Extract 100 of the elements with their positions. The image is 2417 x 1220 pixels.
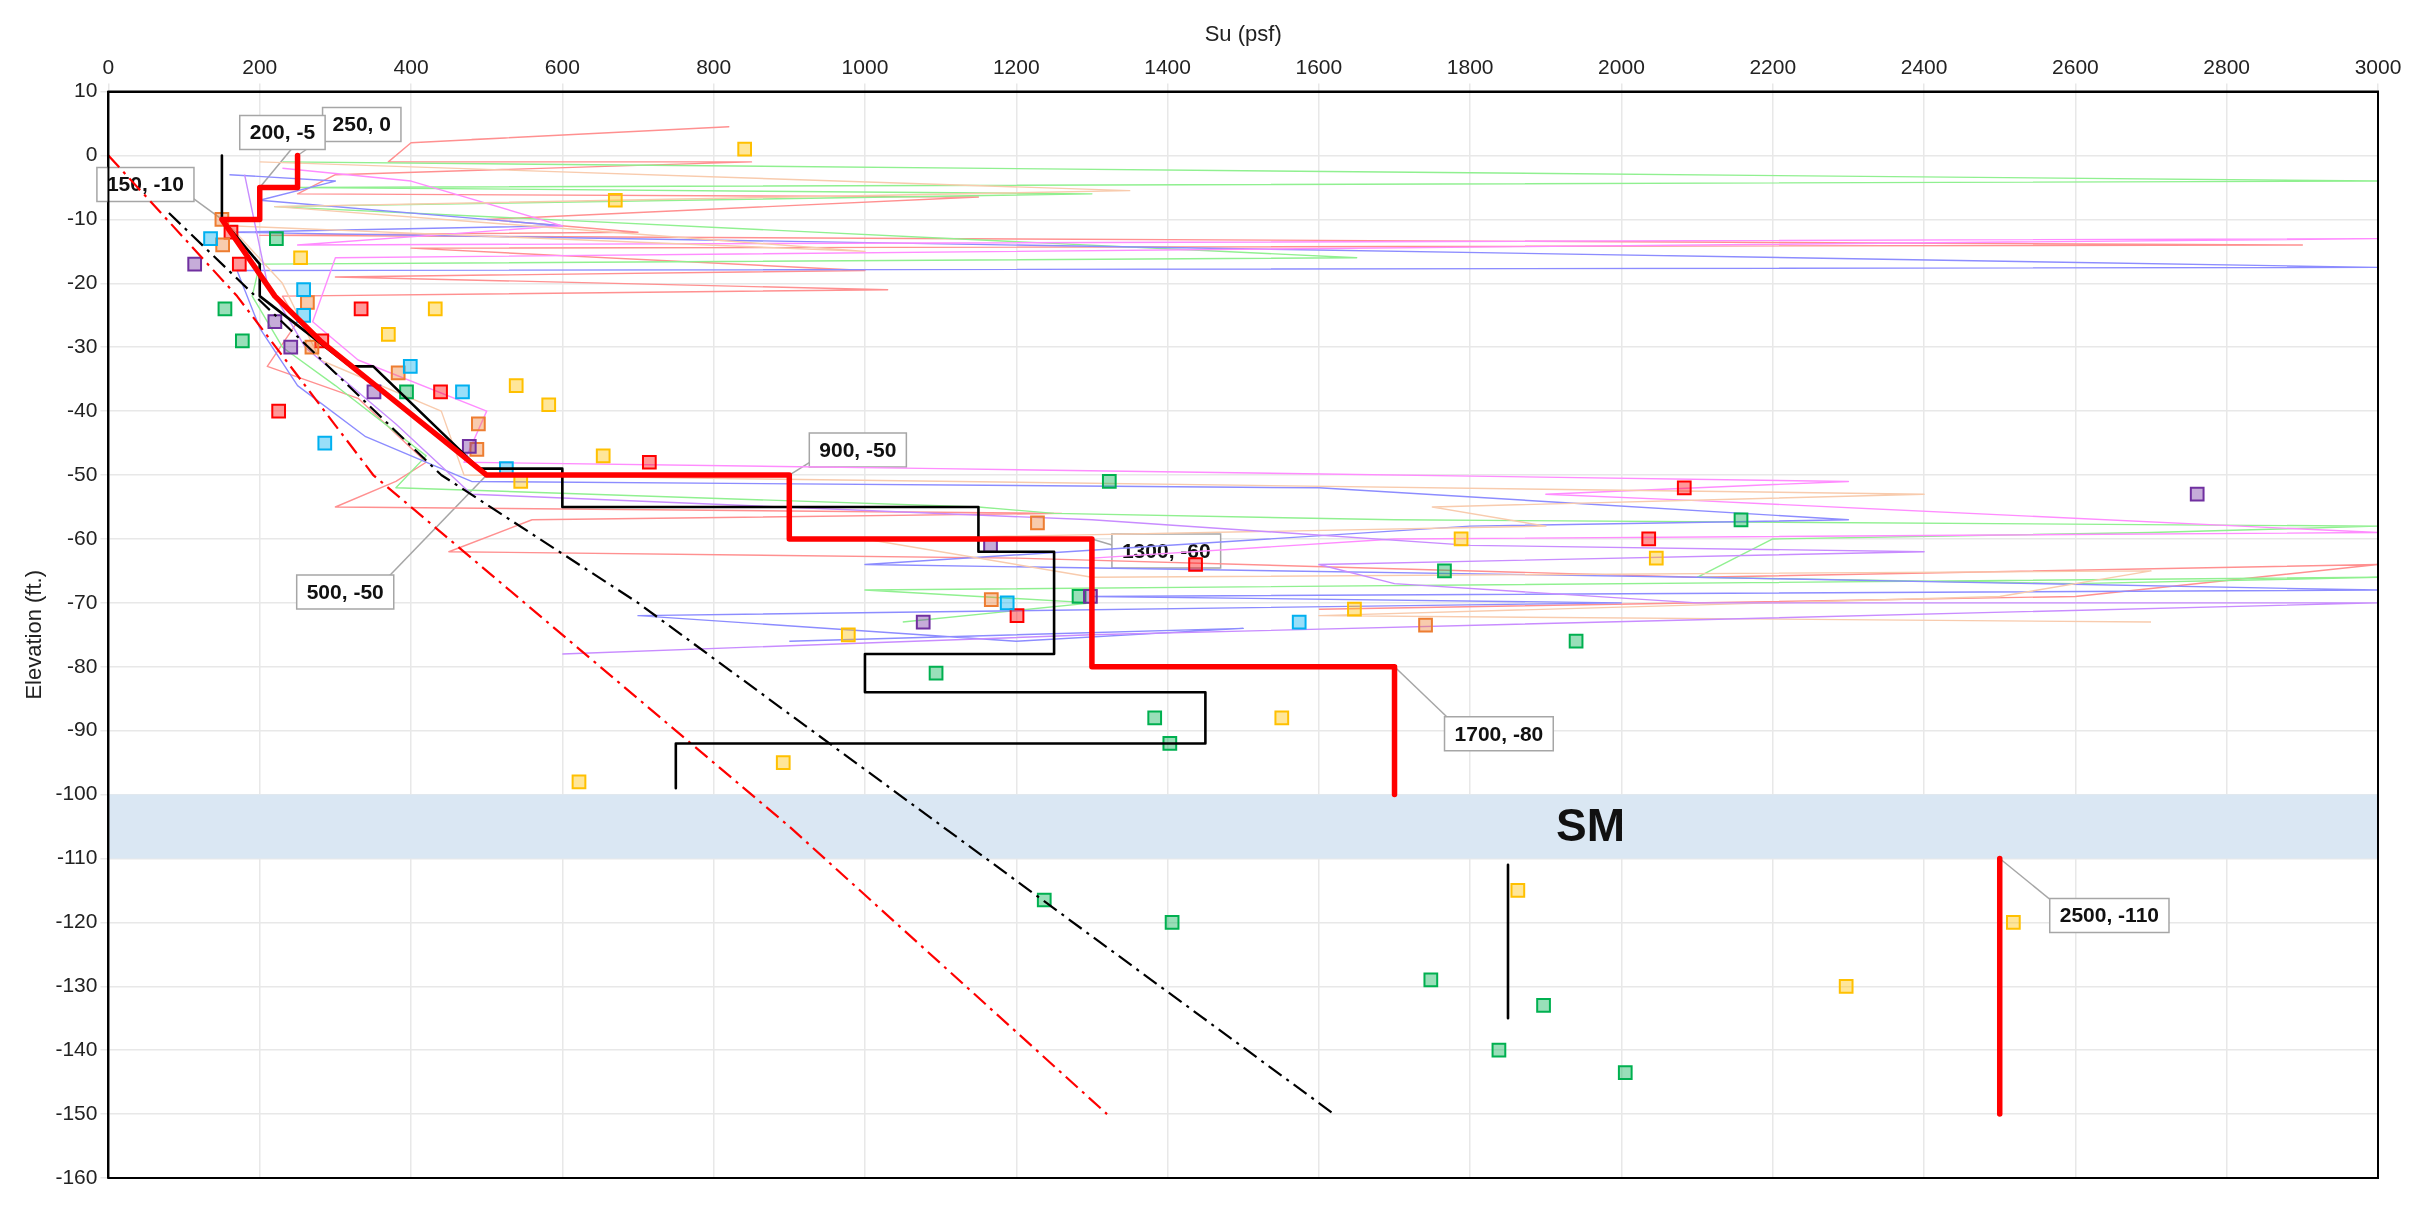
x-axis-title: Su (psf) xyxy=(1204,21,1282,47)
point xyxy=(1536,998,1551,1013)
x-tick-label: 1600 xyxy=(1295,54,1343,78)
point xyxy=(1030,515,1045,531)
point xyxy=(203,231,218,246)
point xyxy=(1101,474,1117,489)
point xyxy=(353,301,369,317)
x-tick-label: 2800 xyxy=(2203,54,2251,78)
point xyxy=(390,365,406,381)
line-series xyxy=(108,154,1109,1116)
point xyxy=(234,333,250,349)
y-tick-label: 0 xyxy=(85,142,98,166)
y-tick-label: -70 xyxy=(67,589,98,613)
x-tick-label: 3000 xyxy=(2354,54,2402,78)
point xyxy=(999,595,1015,611)
point xyxy=(471,416,486,432)
y-tick-label: -120 xyxy=(55,909,98,933)
y-tick-label: -90 xyxy=(67,717,98,741)
y-tick-label: 10 xyxy=(74,78,98,102)
y-tick-label: -20 xyxy=(67,270,98,294)
y-tick-label: -150 xyxy=(55,1100,98,1124)
point xyxy=(455,384,470,400)
point xyxy=(433,384,448,400)
y-tick-label: -30 xyxy=(67,334,98,358)
x-tick-label: 0 xyxy=(102,54,115,78)
point xyxy=(1491,1042,1507,1058)
y-tick-label: -140 xyxy=(55,1036,98,1060)
point xyxy=(1164,915,1180,930)
x-tick-label: 400 xyxy=(393,54,429,78)
point xyxy=(737,141,753,157)
annotation: 200, -5 xyxy=(249,120,316,144)
point xyxy=(267,314,283,330)
point xyxy=(1648,550,1664,566)
point xyxy=(1188,557,1203,572)
y-tick-label: -40 xyxy=(67,397,98,421)
band-label: SM xyxy=(1555,799,1625,852)
point xyxy=(571,774,587,790)
point xyxy=(269,231,284,246)
point xyxy=(1274,710,1290,726)
y-tick-label: -80 xyxy=(67,653,98,677)
point xyxy=(1676,480,1692,496)
point xyxy=(1291,614,1307,630)
y-tick-label: -110 xyxy=(56,845,98,869)
x-tick-label: 1200 xyxy=(992,54,1040,78)
point xyxy=(508,378,524,393)
point xyxy=(217,301,233,317)
point xyxy=(1453,531,1469,547)
point xyxy=(2005,915,2021,930)
x-tick-label: 200 xyxy=(242,54,278,78)
y-tick-label: -160 xyxy=(55,1164,98,1188)
x-tick-label: 1800 xyxy=(1446,54,1494,78)
annotation: 2500, -110 xyxy=(2059,903,2159,927)
point xyxy=(775,755,791,770)
point xyxy=(595,448,611,464)
point xyxy=(187,256,203,272)
point xyxy=(1617,1065,1633,1080)
point xyxy=(283,339,299,355)
point xyxy=(1147,710,1163,726)
point xyxy=(402,359,418,374)
x-tick-label: 2000 xyxy=(1598,54,1645,78)
point xyxy=(1423,972,1439,988)
point xyxy=(1838,978,1854,994)
point xyxy=(271,403,287,419)
point xyxy=(296,282,311,298)
point xyxy=(1437,563,1452,579)
point xyxy=(1009,608,1025,623)
point xyxy=(541,397,557,413)
x-tick-label: 1400 xyxy=(1144,54,1191,78)
point xyxy=(928,665,944,681)
y-tick-label: -50 xyxy=(67,461,98,485)
y-tick-label: -100 xyxy=(55,781,98,805)
point xyxy=(293,250,308,266)
point xyxy=(1641,531,1657,547)
point xyxy=(915,614,931,630)
point xyxy=(380,327,396,342)
x-tick-label: 2400 xyxy=(1900,54,1948,78)
annotation: 900, -50 xyxy=(819,437,897,461)
point xyxy=(461,438,477,454)
point xyxy=(840,627,856,643)
point xyxy=(317,435,333,451)
x-tick-label: 1000 xyxy=(841,54,889,78)
y-tick-label: -130 xyxy=(55,973,98,997)
point xyxy=(1418,617,1433,633)
x-tick-label: 2200 xyxy=(1749,54,1797,78)
point xyxy=(607,192,623,208)
x-tick-label: 800 xyxy=(696,54,732,78)
y-tick-label: -10 xyxy=(67,206,98,230)
point xyxy=(231,256,247,272)
x-tick-label: 600 xyxy=(544,54,580,78)
x-tick-label: 2600 xyxy=(2052,54,2099,78)
y-axis-title: Elevation (ft.) xyxy=(21,570,47,700)
annotation: 500, -50 xyxy=(306,579,384,603)
annotation: 1700, -80 xyxy=(1454,721,1544,745)
point xyxy=(641,454,657,470)
point xyxy=(983,592,999,608)
point xyxy=(1568,633,1584,649)
point xyxy=(1733,512,1749,528)
point xyxy=(2189,486,2205,502)
point xyxy=(427,301,443,317)
y-tick-label: -60 xyxy=(67,525,98,549)
